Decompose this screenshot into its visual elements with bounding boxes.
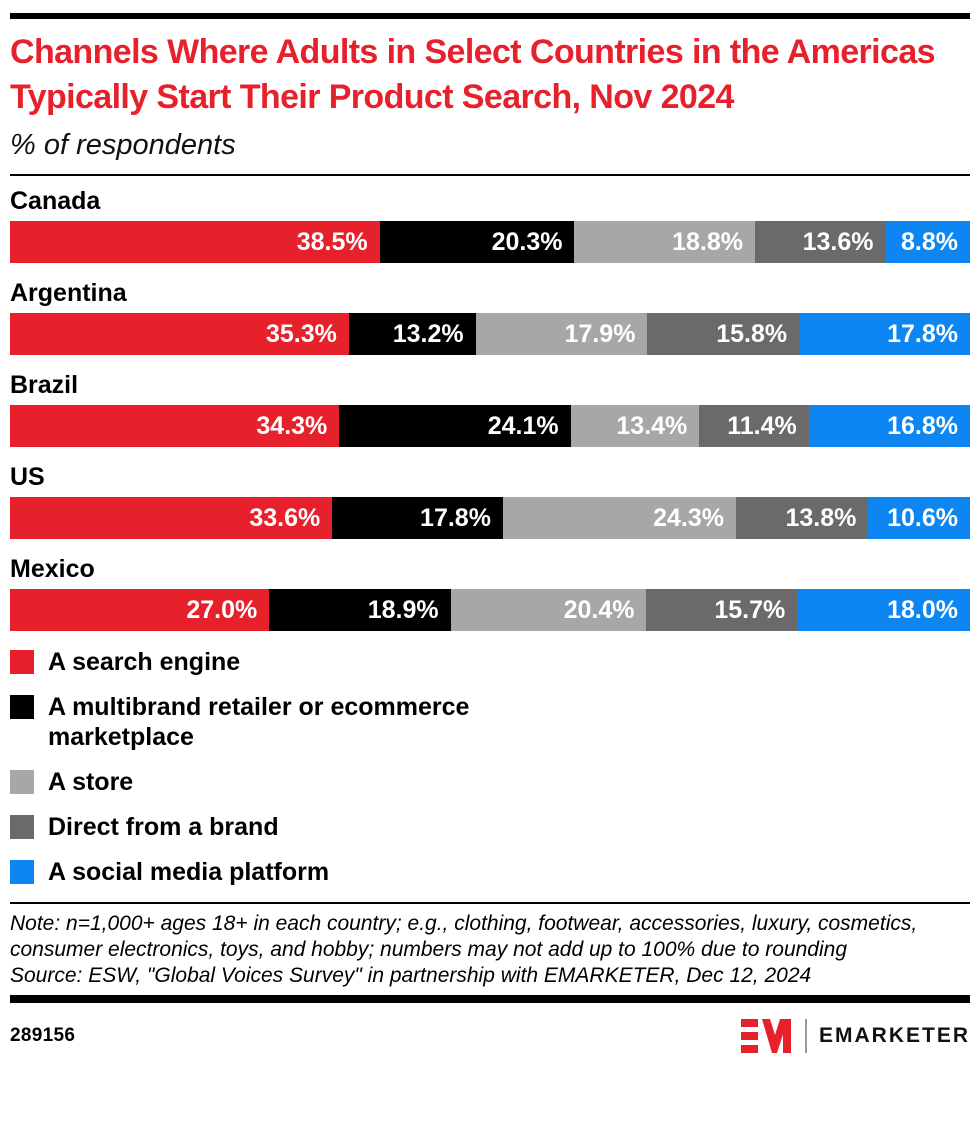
- stacked-bar: 27.0% 18.9% 20.4% 15.7% 18.0%: [10, 589, 970, 631]
- legend-item: A store: [10, 767, 970, 797]
- segment-value-label: 13.8%: [785, 503, 857, 532]
- bar-segment: 17.8%: [799, 313, 970, 355]
- bar-segment: 33.6%: [10, 497, 333, 539]
- footnote-block: Note: n=1,000+ ages 18+ in each country;…: [10, 911, 970, 989]
- bar-segment: 34.3%: [10, 405, 340, 447]
- bar-segment: 18.8%: [574, 221, 755, 263]
- chart-id: 289156: [10, 1025, 76, 1046]
- segment-value-label: 18.9%: [367, 595, 439, 624]
- bar-segment: 17.9%: [475, 313, 648, 355]
- bar-segment: 20.3%: [379, 221, 575, 263]
- segment-value-label: 10.6%: [887, 503, 958, 532]
- bar-segment: 24.1%: [339, 405, 571, 447]
- segment-value-label: 20.3%: [491, 227, 563, 256]
- bar-segment: 18.0%: [797, 589, 970, 631]
- chart-row-mexico: Mexico 27.0% 18.9% 20.4% 15.7% 18.0%: [10, 554, 970, 631]
- segment-value-label: 24.1%: [487, 411, 559, 440]
- bar-segment: 18.9%: [269, 589, 451, 631]
- footer: 289156 EMARKETER: [10, 1016, 970, 1056]
- bar-segment: 35.3%: [10, 313, 349, 355]
- chart-row-argentina: Argentina 35.3% 13.2% 17.9% 15.8% 17.8%: [10, 278, 970, 355]
- country-label: Argentina: [10, 279, 127, 307]
- chart-subtitle: % of respondents: [10, 129, 236, 161]
- segment-value-label: 18.0%: [887, 595, 958, 624]
- bar-segment: 17.8%: [332, 497, 503, 539]
- bar-segment: 16.8%: [808, 405, 970, 447]
- segment-value-label: 35.3%: [265, 319, 337, 348]
- stacked-bar: 34.3% 24.1% 13.4% 11.4% 16.8%: [10, 405, 970, 447]
- em-monogram-icon: [740, 1019, 791, 1053]
- segment-value-label: 27.0%: [186, 595, 258, 624]
- legend-label: A search engine: [48, 648, 241, 676]
- bar-segment: 15.7%: [646, 589, 798, 631]
- stacked-bar: 35.3% 13.2% 17.9% 15.8% 17.8%: [10, 313, 970, 355]
- segment-value-label: 17.8%: [420, 503, 491, 532]
- chart-title: Channels Where Adults in Select Countrie…: [10, 33, 936, 116]
- bar-segment: 38.5%: [10, 221, 380, 263]
- legend-item: A multibrand retailer or ecommerce marke…: [10, 692, 970, 752]
- segment-value-label: 20.4%: [563, 595, 635, 624]
- bar-segment: 27.0%: [10, 589, 270, 631]
- legend-swatch-icon: [10, 650, 34, 674]
- segment-value-label: 17.8%: [887, 319, 958, 348]
- legend-label: A social media platform: [48, 858, 330, 886]
- chart-row-canada: Canada 38.5% 20.3% 18.8% 13.6% 8.8%: [10, 186, 970, 263]
- bar-segment: 11.4%: [699, 405, 809, 447]
- segment-value-label: 24.3%: [653, 503, 724, 532]
- legend-label: A store: [48, 768, 134, 796]
- segment-value-label: 18.8%: [672, 227, 743, 256]
- country-label: US: [10, 463, 45, 491]
- legend-swatch-icon: [10, 770, 34, 794]
- logo-divider: [804, 1019, 807, 1053]
- emarketer-chart-page: Channels Where Adults in Select Countrie…: [0, 13, 980, 1125]
- legend-item: A search engine: [10, 647, 970, 677]
- segment-value-label: 13.2%: [392, 319, 464, 348]
- legend-item: A social media platform: [10, 857, 970, 887]
- segment-value-label: 13.6%: [802, 227, 874, 256]
- bar-segment: 13.2%: [348, 313, 476, 355]
- legend-label: Direct from a brand: [48, 813, 279, 841]
- footer-rule: [10, 995, 970, 1003]
- stacked-bar: 33.6% 17.8% 24.3% 13.8% 10.6%: [10, 497, 970, 539]
- country-label: Mexico: [10, 555, 95, 583]
- segment-value-label: 34.3%: [256, 411, 328, 440]
- emarketer-logo: EMARKETER: [739, 1016, 970, 1056]
- stacked-bar: 38.5% 20.3% 18.8% 13.6% 8.8%: [10, 221, 970, 263]
- bar-segment: 20.4%: [450, 589, 647, 631]
- source-text: Source: ESW, "Global Voices Survey" in p…: [10, 964, 812, 987]
- bar-segment: 24.3%: [502, 497, 736, 539]
- chart-row-brazil: Brazil 34.3% 24.1% 13.4% 11.4% 16.8%: [10, 370, 970, 447]
- country-label: Canada: [10, 187, 101, 215]
- segment-value-label: 33.6%: [249, 503, 321, 532]
- chart-row-us: US 33.6% 17.8% 24.3% 13.8% 10.6%: [10, 462, 970, 539]
- legend-swatch-icon: [10, 695, 34, 719]
- legend-swatch-icon: [10, 860, 34, 884]
- segment-value-label: 8.8%: [901, 227, 958, 256]
- bar-segment: 10.6%: [868, 497, 970, 539]
- country-label: Brazil: [10, 371, 79, 399]
- segment-value-label: 15.7%: [714, 595, 786, 624]
- chart-legend: A search engine A multibrand retailer or …: [10, 647, 970, 887]
- segment-value-label: 38.5%: [296, 227, 368, 256]
- legend-swatch-icon: [10, 815, 34, 839]
- bar-segment: 13.8%: [735, 497, 869, 539]
- segment-value-label: 11.4%: [727, 411, 797, 440]
- segment-value-label: 15.8%: [716, 319, 788, 348]
- segment-value-label: 13.4%: [616, 411, 688, 440]
- legend-item: Direct from a brand: [10, 812, 970, 842]
- segment-value-label: 16.8%: [887, 411, 958, 440]
- legend-label: A multibrand retailer or ecommerce marke…: [48, 693, 470, 751]
- bar-segment: 13.6%: [754, 221, 886, 263]
- note-text: Note: n=1,000+ ages 18+ in each country;…: [10, 912, 918, 961]
- bar-segment: 8.8%: [885, 221, 970, 263]
- bar-segment: 15.8%: [647, 313, 800, 355]
- top-rule: [10, 13, 970, 19]
- brand-name: EMARKETER: [818, 1024, 970, 1047]
- header-divider: [10, 174, 970, 176]
- footnote-divider: [10, 902, 970, 904]
- segment-value-label: 17.9%: [564, 319, 636, 348]
- stacked-bar-chart: Canada 38.5% 20.3% 18.8% 13.6% 8.8% Argentina 3…: [10, 186, 970, 631]
- bar-segment: 13.4%: [570, 405, 700, 447]
